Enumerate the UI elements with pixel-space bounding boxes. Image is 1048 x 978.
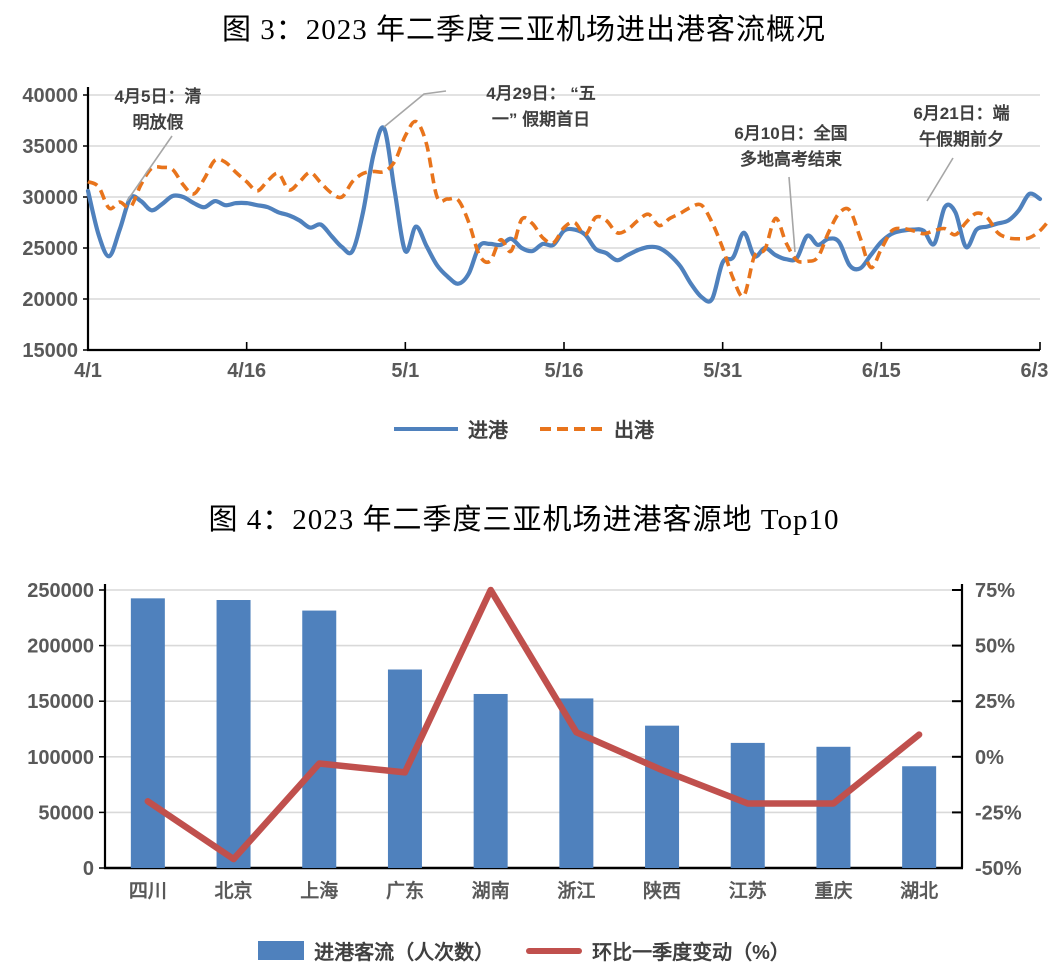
svg-text:江苏: 江苏 (729, 879, 767, 902)
svg-text:4/1: 4/1 (74, 360, 102, 382)
svg-text:50%: 50% (975, 636, 1015, 658)
svg-text:浙江: 浙江 (557, 879, 595, 902)
svg-text:50000: 50000 (38, 802, 94, 824)
svg-text:北京: 北京 (215, 879, 253, 902)
svg-text:5/31: 5/31 (703, 360, 742, 382)
bar-color-sample (258, 941, 305, 960)
annotation-dragonboat-eve: 6月21日：端 午假期前夕 (874, 101, 1048, 152)
svg-text:5/1: 5/1 (391, 360, 419, 382)
svg-text:四川: 四川 (129, 881, 167, 902)
annotation-gaokao-end: 6月10日：全国 多地高考结束 (706, 121, 876, 172)
svg-text:35000: 35000 (22, 136, 78, 158)
origin-top10-combo-chart: 0 50000 100000 150000 200000 250000 -50% -25% 0%… (27, 580, 1022, 902)
svg-text:250000: 250000 (27, 580, 94, 602)
svg-text:25%: 25% (975, 691, 1015, 713)
svg-text:100000: 100000 (27, 747, 94, 769)
arrival-line-sample (394, 426, 458, 431)
svg-text:20000: 20000 (22, 289, 78, 311)
svg-text:15000: 15000 (22, 340, 78, 362)
legend-item-qoq-change: 环比一季度变动（%） (526, 936, 790, 965)
annotation-line: 午假期前夕 (919, 129, 1004, 149)
svg-text:75%: 75% (975, 580, 1015, 602)
svg-text:-50%: -50% (975, 858, 1022, 880)
svg-text:6/15: 6/15 (862, 360, 901, 382)
svg-text:0: 0 (83, 858, 94, 880)
legend-label-qoq-change: 环比一季度变动（%） (592, 942, 790, 964)
svg-text:25000: 25000 (22, 238, 78, 260)
annotation-line: 4月29日： “五 (486, 84, 596, 103)
svg-text:4/16: 4/16 (227, 360, 266, 382)
svg-text:30000: 30000 (22, 187, 78, 209)
annotation-line: 4月5日：清 (114, 87, 202, 106)
annotation-line: 6月10日：全国 (734, 124, 848, 143)
svg-text:广东: 广东 (386, 879, 424, 902)
annotation-qingming-holiday: 4月5日：清 明放假 (88, 84, 228, 135)
annotation-line: 明放假 (132, 112, 184, 132)
svg-text:0%: 0% (975, 747, 1004, 769)
legend-label-arrival: 进港 (468, 420, 508, 442)
annotation-mayday-holiday: 4月29日： “五 一” 假期首日 (426, 81, 656, 132)
departure-dashed-line-sample (540, 426, 604, 431)
figure3-legend: 进港 出港 (0, 414, 1048, 443)
svg-text:湖北: 湖北 (900, 880, 938, 902)
svg-text:200000: 200000 (27, 636, 94, 658)
svg-text:5/16: 5/16 (545, 360, 584, 382)
svg-text:重庆: 重庆 (814, 879, 852, 902)
annotation-line: 多地高考结束 (740, 149, 842, 169)
figure4-legend: 进港客流（人次数） 环比一季度变动（%） (0, 936, 1048, 965)
passenger-flow-line-chart: 15000 20000 25000 30000 35000 40000 4/1 4/16 5/1… (22, 85, 1048, 382)
legend-item-arrival: 进港 (394, 414, 508, 443)
red-line-sample (526, 947, 583, 954)
svg-text:陕西: 陕西 (643, 879, 681, 902)
svg-text:150000: 150000 (27, 691, 94, 713)
legend-label-departure: 出港 (614, 420, 654, 442)
annotation-line: 6月21日：端 (913, 104, 1010, 123)
svg-text:6/30: 6/30 (1021, 360, 1048, 382)
svg-text:上海: 上海 (300, 879, 338, 902)
svg-text:湖南: 湖南 (472, 880, 510, 902)
figure3-title: 图 3：2023 年二季度三亚机场进出港客流概况 (221, 14, 826, 46)
legend-item-arrival-volume: 进港客流（人次数） (258, 936, 494, 965)
figure4-title: 图 4：2023 年二季度三亚机场进港客源地 Top10 (208, 504, 840, 536)
annotation-line: 一” 假期首日 (491, 109, 591, 129)
legend-item-departure: 出港 (540, 414, 654, 443)
svg-text:-25%: -25% (975, 802, 1022, 824)
legend-label-arrival-volume: 进港客流（人次数） (314, 942, 495, 964)
svg-text:40000: 40000 (22, 85, 78, 107)
